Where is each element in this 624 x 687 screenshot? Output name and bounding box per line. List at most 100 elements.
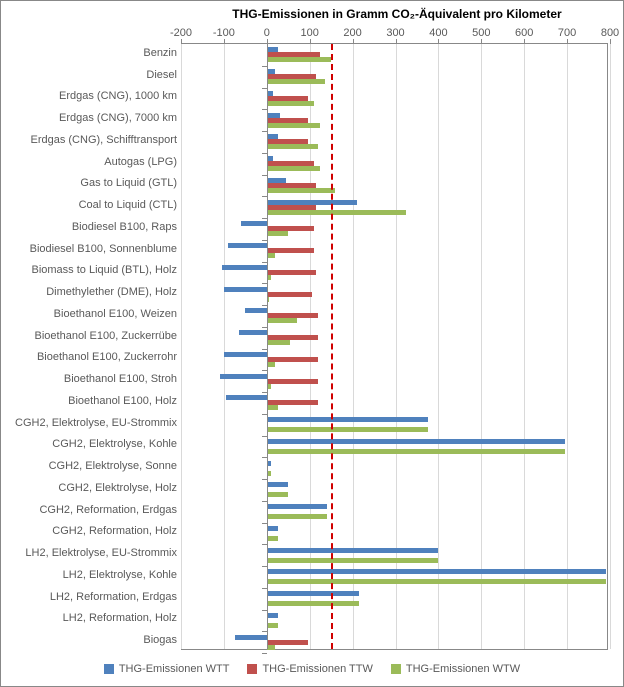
bar-wtt	[267, 613, 278, 618]
bar-wtw	[267, 101, 314, 106]
gridline	[224, 44, 225, 649]
category-label: Bioethanol E100, Zuckerrohr	[37, 352, 177, 363]
legend-swatch	[247, 664, 257, 674]
category-label: CGH2, Elektrolyse, Sonne	[49, 461, 177, 472]
bar-wtt	[267, 504, 327, 509]
legend-label: THG-Emissionen WTW	[406, 663, 520, 675]
x-axis-tick-label: -200	[170, 27, 192, 39]
bar-wtw	[267, 318, 297, 323]
category-label: CGH2, Elektrolyse, Kohle	[52, 439, 177, 450]
bar-wtt	[267, 526, 278, 531]
bar-wtw	[267, 536, 278, 541]
bar-wtw	[267, 362, 276, 367]
category-label: Biomass to Liquid (BTL), Holz	[32, 265, 178, 276]
bar-wtt	[267, 591, 359, 596]
bar-wtt	[220, 374, 267, 379]
bars-layer	[181, 44, 607, 649]
x-tick	[438, 39, 439, 44]
category-label: LH2, Elektrolyse, EU-Strommix	[25, 548, 177, 559]
gridline	[610, 44, 611, 649]
x-tick	[224, 39, 225, 44]
bar-wtw	[267, 210, 406, 215]
category-label: CGH2, Reformation, Erdgas	[39, 505, 177, 516]
bar-wtw	[267, 340, 291, 345]
category-label: Biogas	[143, 635, 177, 646]
category-label: Bioethanol E100, Stroh	[64, 374, 177, 385]
x-axis-tick-label: 500	[472, 27, 490, 39]
x-tick	[481, 39, 482, 44]
bar-wtt	[241, 221, 267, 226]
bar-wtw	[267, 558, 439, 563]
bar-wtw	[267, 601, 359, 606]
category-label: LH2, Reformation, Holz	[63, 613, 177, 624]
bar-wtw	[267, 492, 288, 497]
reference-line	[331, 44, 333, 649]
category-tick	[262, 653, 267, 654]
bar-wtw	[267, 427, 428, 432]
category-label: Coal to Liquid (CTL)	[79, 200, 177, 211]
bar-wtw	[267, 623, 278, 628]
bar-wtw	[267, 123, 321, 128]
gridline	[181, 44, 182, 649]
chart-title: THG-Emissionen in Gramm CO₂-Äquivalent p…	[181, 7, 613, 21]
bar-wtt	[245, 308, 266, 313]
bar-wtt	[224, 287, 267, 292]
x-tick	[396, 39, 397, 44]
bar-wtt	[228, 243, 267, 248]
category-label: Bioethanol E100, Holz	[68, 396, 177, 407]
x-tick	[610, 39, 611, 44]
bar-wtw	[267, 166, 321, 171]
bar-wtw	[267, 188, 336, 193]
x-tick	[310, 39, 311, 44]
legend-swatch	[104, 664, 114, 674]
legend-label: THG-Emissionen TTW	[262, 663, 372, 675]
x-axis-tick-label: 400	[429, 27, 447, 39]
bar-wtt	[224, 352, 267, 357]
legend-swatch	[391, 664, 401, 674]
category-label: Erdgas (CNG), 7000 km	[59, 113, 177, 124]
bar-wtt	[267, 482, 288, 487]
bar-wtw	[267, 449, 565, 454]
legend-item: THG-Emissionen WTT	[104, 663, 230, 675]
category-label: LH2, Elektrolyse, Kohle	[63, 570, 177, 581]
bar-wtw	[267, 231, 288, 236]
x-axis-tick-label: 0	[264, 27, 270, 39]
x-tick	[181, 39, 182, 44]
category-label: Biodiesel B100, Raps	[72, 222, 177, 233]
category-label: CGH2, Elektrolyse, EU-Strommix	[15, 418, 177, 429]
bar-wtt	[267, 548, 439, 553]
x-axis-tick-label: -100	[213, 27, 235, 39]
legend-item: THG-Emissionen TTW	[247, 663, 372, 675]
x-axis-labels: -200-1000100200300400500600700800	[1, 27, 623, 41]
category-label: Dimethylether (DME), Holz	[46, 287, 177, 298]
bar-wtw	[267, 579, 606, 584]
bar-wtw	[267, 645, 276, 650]
bar-wtw	[267, 253, 276, 258]
legend: THG-Emissionen WTT THG-Emissionen TTW THG-…	[1, 658, 623, 680]
x-axis-tick-label: 100	[301, 27, 319, 39]
category-label: Autogas (LPG)	[104, 157, 177, 168]
gridline	[438, 44, 439, 649]
bar-wtw	[267, 405, 278, 410]
x-tick	[353, 39, 354, 44]
bar-ttw	[267, 379, 318, 384]
gridline	[524, 44, 525, 649]
category-label: Biodiesel B100, Sonnenblume	[30, 244, 177, 255]
x-axis-tick-label: 200	[343, 27, 361, 39]
x-axis-tick-label: 600	[515, 27, 533, 39]
category-label: CGH2, Elektrolyse, Holz	[58, 483, 177, 494]
category-label: CGH2, Reformation, Holz	[52, 526, 177, 537]
bar-wtw	[267, 57, 331, 62]
x-axis-tick-label: 300	[386, 27, 404, 39]
bar-wtt	[267, 439, 565, 444]
category-label: Diesel	[146, 70, 177, 81]
bar-wtw	[267, 144, 318, 149]
category-label: Erdgas (CNG), Schifftransport	[30, 135, 177, 146]
bar-ttw	[267, 292, 312, 297]
gridline	[567, 44, 568, 649]
bar-wtt	[267, 417, 428, 422]
bar-wtw	[267, 79, 325, 84]
bar-wtt	[226, 395, 267, 400]
category-label: Gas to Liquid (GTL)	[80, 178, 177, 189]
x-axis-tick-label: 800	[601, 27, 619, 39]
